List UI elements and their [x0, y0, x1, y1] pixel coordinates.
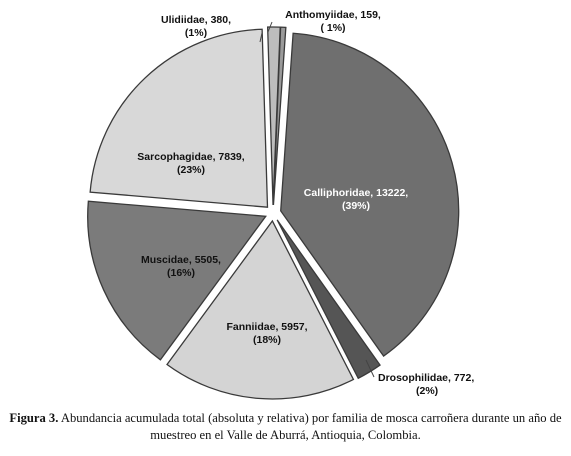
pie-slice-sarcophagidae	[89, 28, 269, 208]
slice-label-percent: (1%)	[185, 27, 207, 39]
slice-label-name-value: Ulidiidae, 380,	[161, 14, 231, 26]
slice-label-name-value: Muscidae, 5505,	[141, 254, 221, 266]
slice-label-ulidiidae: Ulidiidae, 380, (1%)	[161, 14, 231, 39]
slice-label-name-value: Fanniidae, 5957,	[226, 321, 307, 333]
pie-slice-fanniidae	[166, 219, 355, 400]
slice-label-name-value: Drosophilidae, 772,	[378, 372, 474, 384]
slice-label-sarcophagidae: Sarcophagidae, 7839, (23%)	[137, 151, 244, 176]
slice-label-percent: (23%)	[177, 164, 205, 176]
slice-label-percent: (39%)	[342, 200, 370, 212]
slice-label-name-value: Calliphoridae, 13222,	[304, 187, 409, 199]
slice-label-fanniidae: Fanniidae, 5957, (18%)	[226, 321, 307, 346]
figure-caption-text: Abundancia acumulada total (absoluta y r…	[60, 411, 562, 442]
slice-label-drosophilidae: Drosophilidae, 772, (2%)	[378, 372, 474, 397]
slice-label-calliphoridae: Calliphoridae, 13222, (39%)	[304, 187, 409, 212]
slice-labels: Calliphoridae, 13222, (39%) Drosophilidae,…	[137, 9, 474, 397]
slice-label-anthomyiidae: Anthomyiidae, 159,( 1%)	[285, 9, 381, 34]
figure-caption: Figura 3. Abundancia acumulada total (ab…	[8, 410, 563, 444]
slice-label-name-value: Sarcophagidae, 7839,	[137, 151, 244, 163]
slice-label-percent: (16%)	[167, 267, 195, 279]
pie-slice-anthomyiidae	[272, 26, 287, 206]
pie-chart: Calliphoridae, 13222, (39%) Drosophilidae,…	[87, 9, 474, 400]
pie-slices	[87, 26, 460, 400]
pie-slice-muscidae	[87, 200, 267, 361]
leader-line-drosophilidae	[365, 359, 375, 378]
figure-caption-label: Figura 3.	[9, 411, 59, 425]
slice-label-name-value: Anthomyiidae, 159,	[285, 9, 381, 21]
slice-label-percent: (2%)	[416, 385, 438, 397]
leader-line-anthomyiidae	[267, 21, 273, 33]
pie-slice-calliphoridae	[280, 32, 460, 357]
slice-label-muscidae: Muscidae, 5505, (16%)	[141, 254, 221, 279]
slice-label-percent: (18%)	[253, 334, 281, 346]
leader-line-ulidiidae	[259, 32, 263, 43]
pie-slice-drosophilidae	[276, 219, 381, 380]
slice-label-percent: ( 1%)	[320, 22, 345, 34]
